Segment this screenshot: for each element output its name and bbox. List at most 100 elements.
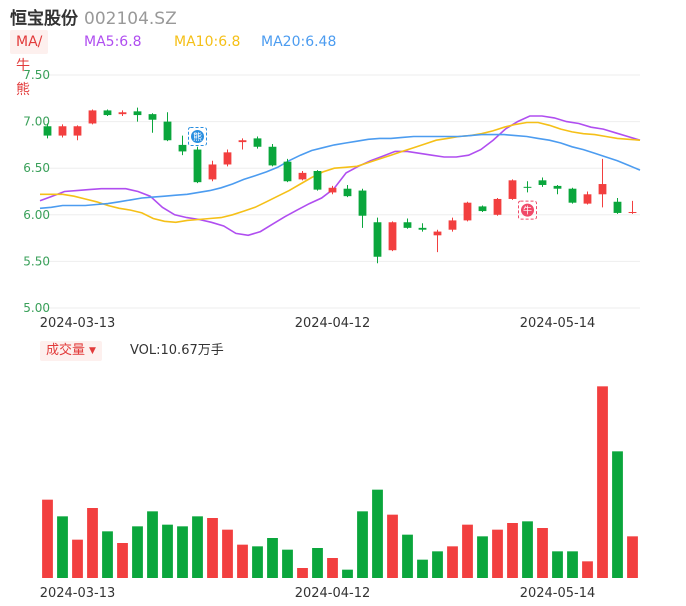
candlestick xyxy=(508,179,517,200)
volume-bar xyxy=(207,518,218,578)
candle-body xyxy=(268,146,277,166)
price-x-ticks: 2024-03-13 2024-04-12 2024-05-14 xyxy=(40,316,596,331)
ma5-line xyxy=(39,115,641,237)
candle-body xyxy=(343,188,352,197)
candle-body xyxy=(283,161,292,182)
price-x-tick-label: 2024-04-12 xyxy=(295,316,371,331)
ma20-line xyxy=(39,133,641,210)
volume-bar xyxy=(567,551,578,578)
volume-bar xyxy=(42,499,53,578)
candlestick xyxy=(148,113,157,133)
bull-icon: 牛 xyxy=(518,200,537,220)
ma10-legend: MA10:6.8 xyxy=(174,34,241,50)
volume-bar xyxy=(252,546,263,578)
bull-marker-text: 牛 xyxy=(523,205,532,217)
candlestick xyxy=(238,138,247,150)
candle-body xyxy=(583,194,592,204)
candlestick xyxy=(73,125,82,141)
volume-bar xyxy=(162,524,173,578)
candlestick xyxy=(253,136,262,149)
candlestick xyxy=(583,191,592,205)
candle-body xyxy=(73,126,82,136)
volume-toggle-button[interactable]: 成交量 ▼ xyxy=(40,341,102,361)
candle-body xyxy=(448,220,457,230)
volume-bar xyxy=(87,508,98,578)
volume-bar xyxy=(612,451,623,578)
candlestick xyxy=(283,158,292,183)
candlestick xyxy=(43,123,52,139)
candle-body xyxy=(118,112,127,115)
volume-bar xyxy=(222,529,233,578)
volume-bar xyxy=(522,521,533,578)
price-y-tick-label: 6.00 xyxy=(23,208,50,222)
candlestick xyxy=(103,109,112,117)
volume-bar xyxy=(582,561,593,578)
stock-title: 恒宝股份 002104.SZ xyxy=(10,4,177,29)
candlestick xyxy=(118,110,127,117)
bull-marker-frame xyxy=(518,200,537,220)
candlestick xyxy=(523,181,532,193)
price-x-tick-label: 2024-05-14 xyxy=(520,316,596,331)
volume-x-tick-label: 2024-05-14 xyxy=(520,586,596,601)
candlestick xyxy=(493,198,502,216)
bear-marker-badge xyxy=(191,130,204,144)
candle-body xyxy=(508,180,517,199)
ma20-legend: MA20:6.48 xyxy=(261,34,337,50)
candlestick xyxy=(433,229,442,253)
candlestick xyxy=(268,143,277,167)
bull-marker-badge xyxy=(521,203,534,217)
candle-body xyxy=(463,202,472,221)
candle-body xyxy=(523,186,532,188)
candlestick xyxy=(628,200,637,214)
volume-bar xyxy=(492,529,503,578)
candlestick xyxy=(193,146,202,184)
volume-bar xyxy=(462,524,473,578)
volume-x-ticks: 2024-03-13 2024-04-12 2024-05-14 xyxy=(40,586,596,601)
volume-toggle-label: 成交量 xyxy=(46,343,86,358)
caret-down-icon: ▼ xyxy=(89,346,96,356)
volume-bar xyxy=(147,511,158,578)
candle-body xyxy=(328,187,337,193)
candle-body xyxy=(313,170,322,190)
price-y-tick-label: 5.00 xyxy=(23,301,50,315)
candle-body xyxy=(223,152,232,165)
volume-bar xyxy=(432,551,443,578)
candle-body xyxy=(493,198,502,215)
candle-body xyxy=(373,222,382,257)
price-y-tick-label: 7.00 xyxy=(23,115,50,129)
volume-bar xyxy=(507,523,518,578)
volume-bar xyxy=(342,569,353,578)
candlestick xyxy=(463,201,472,222)
volume-bar xyxy=(57,516,68,578)
volume-bar xyxy=(102,531,113,578)
volume-bar xyxy=(417,559,428,578)
candle-body xyxy=(103,110,112,116)
price-y-tick-label: 5.50 xyxy=(23,254,50,268)
volume-bar xyxy=(357,511,368,578)
candlestick xyxy=(298,170,307,181)
candle-body xyxy=(88,110,97,124)
candle-body xyxy=(58,126,67,136)
bear-marker-frame xyxy=(188,127,207,147)
volume-bar xyxy=(267,538,278,578)
candle-body xyxy=(628,212,637,214)
bear-icon: 熊 xyxy=(188,127,207,147)
candlestick xyxy=(133,107,142,122)
volume-bar xyxy=(177,526,188,578)
candle-body xyxy=(238,140,247,143)
volume-bar xyxy=(72,539,83,578)
ma-toggle-button[interactable]: MA/牛熊 xyxy=(10,30,49,98)
candlestick xyxy=(388,221,397,252)
volume-bar xyxy=(297,568,308,578)
candlestick xyxy=(88,109,97,125)
candlestick xyxy=(418,223,427,232)
price-y-ticks: 7.50 7.00 6.50 6.00 5.50 5.00 xyxy=(23,68,50,315)
candlestick xyxy=(448,217,457,232)
candle-body xyxy=(163,121,172,141)
stock-code: 002104.SZ xyxy=(84,9,177,29)
candlesticks xyxy=(43,107,637,264)
candlestick xyxy=(598,158,607,208)
volume-bar xyxy=(282,549,293,578)
volume-bar xyxy=(132,526,143,578)
